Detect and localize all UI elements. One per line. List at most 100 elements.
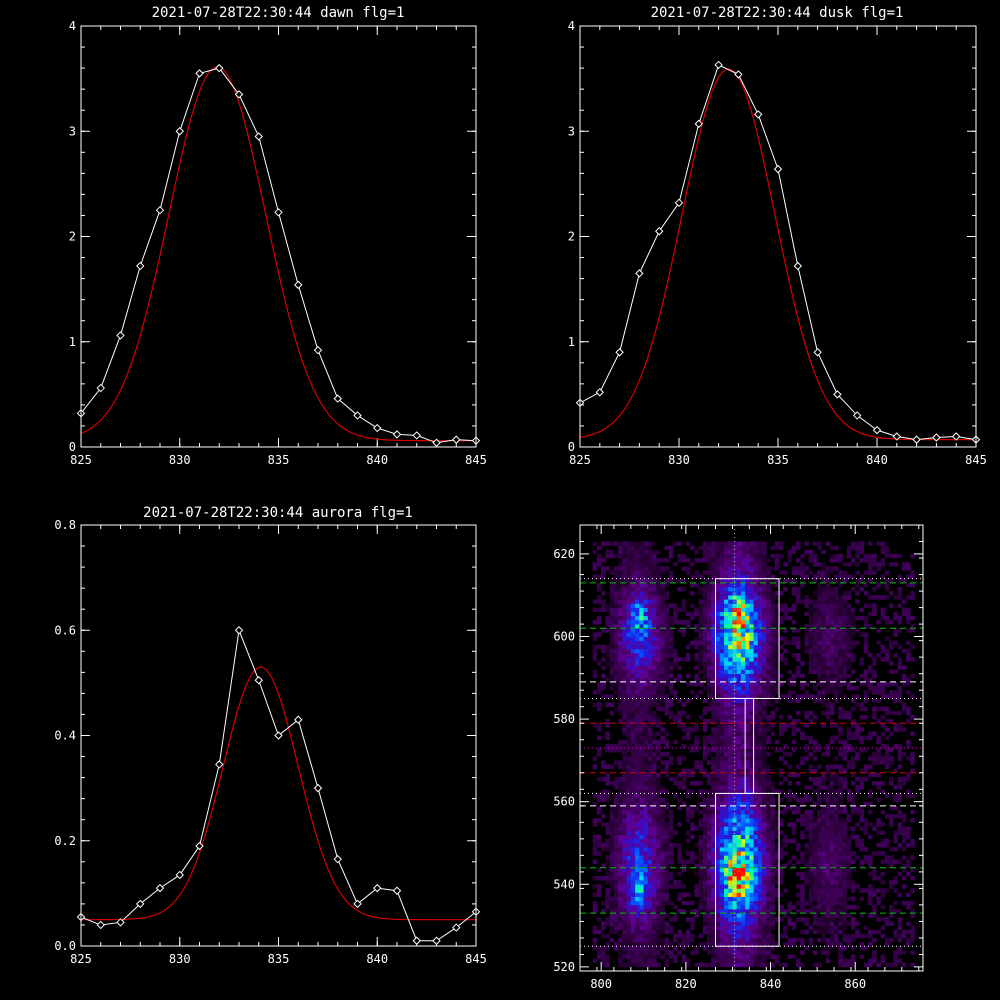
detector-heat-cell [647, 653, 653, 658]
detector-heat-cell [753, 640, 759, 646]
detector-heat-cell [867, 834, 873, 840]
detector-heat-cell [808, 892, 814, 897]
detector-heat-cell [906, 871, 911, 877]
detector-heat-cell [825, 698, 831, 703]
detector-heat-cell [609, 838, 615, 844]
detector-heat-cell [711, 595, 716, 600]
detector-heat-cell [605, 954, 610, 959]
detector-heat-cell [736, 888, 742, 893]
detector-heat-cell [626, 615, 632, 621]
detector-heat-cell [656, 785, 661, 790]
detector-heat-cell [656, 690, 661, 695]
detector-heat-cell [660, 785, 665, 790]
detector-heat-cell [753, 739, 759, 745]
detector-heat-cell [834, 834, 839, 840]
detector-heat-cell [664, 595, 670, 600]
detector-heat-cell [613, 785, 619, 790]
dawn-spectrum-panel: 2021-07-28T22:30:44 dawn flg=1 825 830 835… [69, 5, 487, 467]
detector-heat-cell [791, 653, 797, 658]
detector-heat-cell [762, 673, 767, 679]
detector-heat-cell [626, 867, 632, 873]
detector-heat-cell [605, 880, 610, 885]
detector-heat-cell [766, 669, 771, 674]
detector-heat-cell [817, 665, 822, 670]
detector-heat-cell [711, 698, 716, 703]
detector-heat-cell [834, 653, 839, 658]
detector-heat-cell [804, 710, 809, 716]
detector-heat-cell [643, 611, 649, 617]
detector-heat-cell [656, 851, 661, 856]
detector-heat-cell [651, 847, 657, 852]
detector-heat-cell [719, 797, 725, 802]
detector-heat-cell [660, 686, 665, 691]
detector-heat-cell [804, 632, 809, 637]
detector-heat-cell [673, 830, 678, 836]
detector-heat-cell [762, 686, 767, 691]
detector-heat-cell [838, 855, 843, 860]
detector-heat-cell [698, 764, 704, 769]
detector-heat-cell [596, 632, 602, 637]
detector-heat-cell [732, 632, 737, 637]
detector-heat-cell [842, 946, 848, 951]
detector-heat-cell [817, 871, 822, 877]
detector-heat-cell [622, 776, 627, 782]
detector-heat-cell [842, 611, 848, 617]
aurora-ytick-label: 0.0 [54, 939, 76, 953]
detector-heat-cell [829, 611, 835, 617]
detector-heat-cell [791, 673, 797, 679]
detector-heat-cell [842, 822, 848, 827]
detector-heat-cell [639, 756, 644, 761]
detector-heat-cell [723, 632, 729, 637]
detector-heat-cell [889, 776, 894, 782]
detector-heat-cell [719, 785, 725, 790]
detector-heat-cell [736, 772, 742, 778]
detector-heat-cell [613, 624, 619, 629]
detector-heat-cell [596, 834, 602, 840]
detector-heat-cell [685, 818, 691, 823]
detector-heat-cell [702, 880, 708, 885]
detector-heat-cell [863, 847, 869, 852]
detector-heat-cell [651, 954, 657, 959]
detector-heat-cell [740, 719, 746, 724]
detector-heat-cell [626, 673, 632, 679]
detector-heat-cell [736, 619, 742, 625]
detector-heat-cell [656, 805, 661, 811]
detector-heat-cell [829, 909, 835, 914]
detector-heat-cell [622, 772, 627, 778]
detector-heat-cell [766, 917, 771, 922]
detector-heat-cell [770, 801, 776, 807]
detector-heat-cell [702, 834, 708, 840]
detector-heat-cell [702, 628, 708, 633]
detector-heat-cell [757, 917, 763, 922]
detector-heat-cell [715, 653, 721, 658]
detector-heat-cell [626, 719, 632, 724]
detector-heat-cell [719, 731, 725, 736]
detector-heat-cell [846, 933, 852, 939]
detector-heat-cell [622, 855, 627, 860]
detector-heat-cell [842, 921, 848, 926]
detector-heat-cell [749, 909, 754, 914]
detector-heat-cell [732, 636, 737, 641]
detector-heat-cell [635, 772, 640, 778]
dawn-xtick-label: 825 [70, 453, 92, 467]
detector-heat-cell [872, 954, 877, 959]
detector-heat-cell [651, 809, 657, 815]
detector-heat-cell [846, 842, 852, 848]
detector-heat-cell [766, 632, 771, 637]
detector-heat-cell [859, 933, 865, 939]
detector-heat-cell [711, 702, 716, 707]
detector-heat-cell [901, 607, 907, 613]
detector-heat-cell [639, 867, 644, 873]
detector-heat-cell [838, 731, 843, 736]
detector-heat-cell [728, 793, 733, 798]
detector-heat-cell [685, 772, 691, 778]
detector-heat-cell [753, 677, 759, 683]
detector-heat-cell [723, 764, 729, 769]
detector-heat-cell [901, 781, 907, 786]
detector-heat-cell [639, 838, 644, 844]
detector-heat-cell [851, 731, 856, 736]
detector-heat-cell [630, 917, 636, 922]
detector-heat-cell [897, 933, 903, 939]
detector-heat-cell [897, 603, 903, 608]
detector-heat-cell [787, 764, 793, 769]
